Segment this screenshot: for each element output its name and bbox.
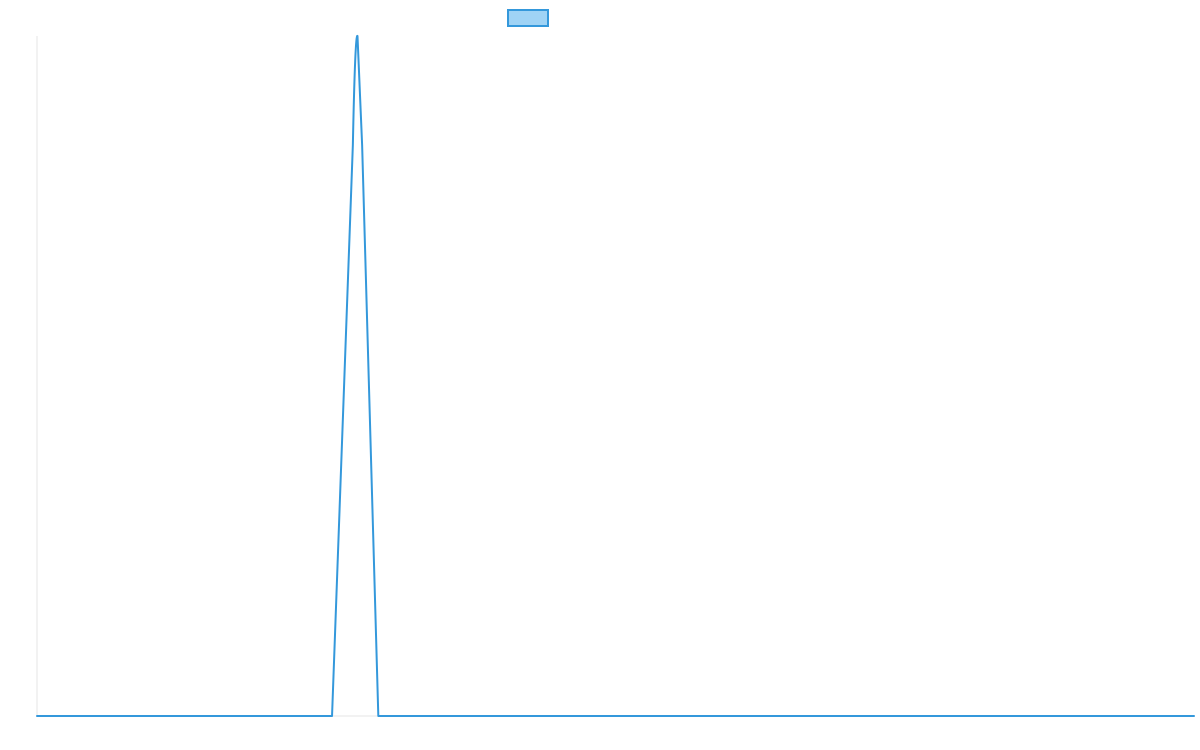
- series-line: [36, 34, 1195, 717]
- legend-swatch: [507, 9, 549, 27]
- axes: [36, 36, 1194, 717]
- series-layer: [36, 34, 1195, 717]
- legend: [507, 9, 549, 27]
